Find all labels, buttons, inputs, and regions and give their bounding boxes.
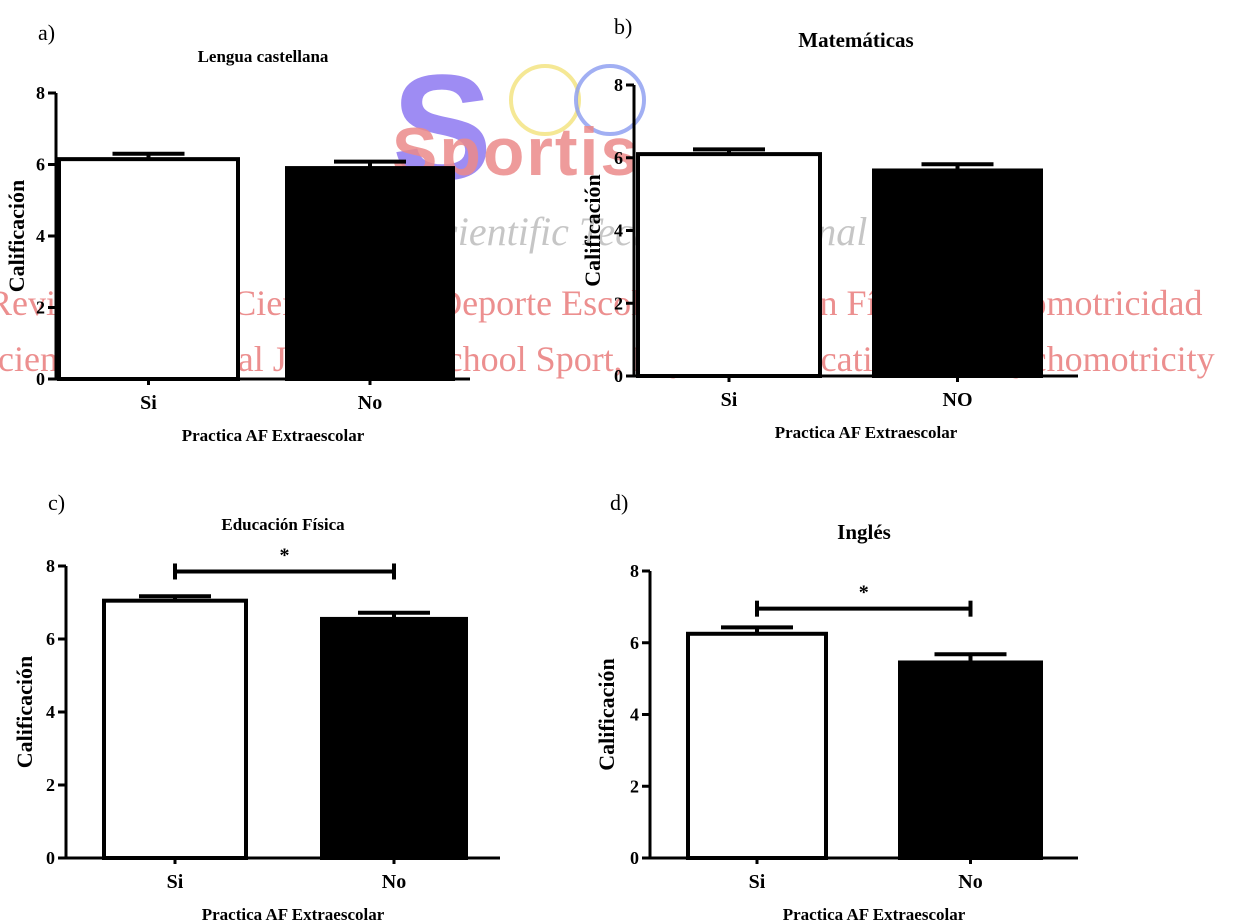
panel-label-a: a) bbox=[38, 20, 56, 45]
x-tick-label: Si bbox=[140, 392, 157, 414]
bar-no bbox=[898, 660, 1043, 861]
bar-no bbox=[285, 166, 455, 381]
x-tick-label: Si bbox=[749, 871, 766, 893]
significance-label: * bbox=[859, 582, 869, 604]
x-tick-label: NO bbox=[943, 389, 973, 411]
x-axis-label: Practica AF Extraescolar bbox=[775, 423, 958, 442]
y-tick-label: 8 bbox=[36, 83, 45, 103]
y-tick-label: 0 bbox=[630, 848, 639, 868]
y-tick-label: 0 bbox=[36, 369, 45, 389]
y-tick-label: 6 bbox=[630, 633, 639, 653]
x-tick-label: No bbox=[382, 871, 406, 893]
y-tick-label: 2 bbox=[630, 776, 639, 796]
y-tick-label: 0 bbox=[614, 366, 623, 386]
y-tick-label: 8 bbox=[614, 75, 623, 95]
x-tick-label: Si bbox=[721, 389, 738, 411]
panel-label-b: b) bbox=[614, 14, 633, 39]
x-axis-label: Practica AF Extraescolar bbox=[182, 426, 365, 445]
chart-title: Matemáticas bbox=[798, 28, 913, 52]
y-tick-label: 6 bbox=[614, 148, 623, 168]
chart-title: Educación Física bbox=[221, 515, 345, 534]
y-tick-label: 8 bbox=[46, 556, 55, 576]
y-axis-label: Calificación bbox=[4, 180, 29, 292]
y-axis-label: Calificación bbox=[12, 656, 37, 768]
bar-si bbox=[636, 152, 822, 378]
y-tick-label: 2 bbox=[36, 298, 45, 318]
chart-title: Lengua castellana bbox=[198, 47, 329, 66]
panel-label-c: c) bbox=[48, 490, 66, 515]
x-tick-label: Si bbox=[167, 871, 184, 893]
bar-si bbox=[102, 598, 248, 860]
y-tick-label: 4 bbox=[630, 705, 639, 725]
x-tick-label: No bbox=[958, 871, 982, 893]
y-tick-label: 2 bbox=[46, 775, 55, 795]
panel-label-d: d) bbox=[610, 490, 629, 515]
y-tick-label: 4 bbox=[36, 226, 45, 246]
chart-title: Inglés bbox=[837, 520, 891, 544]
y-axis-label: Calificación bbox=[580, 174, 605, 286]
y-axis-label: Calificación bbox=[594, 658, 619, 770]
y-tick-label: 4 bbox=[614, 221, 623, 241]
y-tick-label: 6 bbox=[46, 629, 55, 649]
x-axis-label: Practica AF Extraescolar bbox=[783, 905, 966, 923]
significance-label: * bbox=[280, 544, 290, 566]
y-tick-label: 4 bbox=[46, 702, 55, 722]
bar-si bbox=[686, 631, 828, 860]
y-tick-label: 2 bbox=[614, 293, 623, 313]
x-axis-label: Practica AF Extraescolar bbox=[202, 905, 385, 923]
y-tick-label: 8 bbox=[630, 561, 639, 581]
y-tick-label: 6 bbox=[36, 155, 45, 175]
x-tick-label: No bbox=[358, 392, 382, 414]
y-tick-label: 0 bbox=[46, 848, 55, 868]
